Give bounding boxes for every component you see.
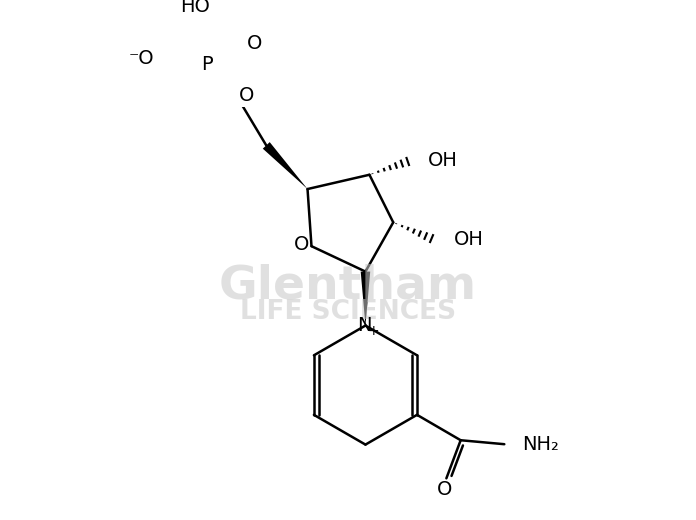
Text: O: O bbox=[246, 34, 262, 53]
Text: OH: OH bbox=[454, 230, 484, 249]
Text: O: O bbox=[239, 86, 254, 105]
Text: NH₂: NH₂ bbox=[522, 435, 559, 454]
Text: N: N bbox=[358, 316, 372, 335]
Text: ⁻O: ⁻O bbox=[129, 48, 155, 68]
Text: OH: OH bbox=[428, 151, 458, 170]
Text: P: P bbox=[201, 55, 212, 74]
Text: +: + bbox=[367, 324, 379, 338]
Text: O: O bbox=[437, 480, 452, 499]
Polygon shape bbox=[263, 142, 308, 189]
Polygon shape bbox=[361, 271, 370, 326]
Text: Glentham: Glentham bbox=[219, 263, 477, 308]
Text: LIFE SCIENCES: LIFE SCIENCES bbox=[240, 299, 456, 325]
Text: O: O bbox=[294, 235, 310, 254]
Text: HO: HO bbox=[180, 0, 209, 16]
